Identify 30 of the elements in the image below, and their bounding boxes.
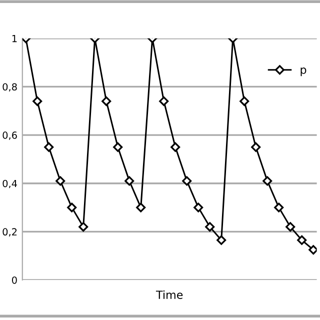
point bbox=[124, 176, 134, 186]
point bbox=[56, 176, 66, 186]
point bbox=[182, 176, 192, 186]
point bbox=[170, 142, 180, 152]
point bbox=[136, 202, 146, 212]
point bbox=[102, 96, 112, 106]
point bbox=[262, 176, 272, 186]
x-axis-title: Time bbox=[156, 290, 183, 300]
point bbox=[251, 142, 261, 152]
point bbox=[274, 202, 284, 212]
y-tick-label: 0 bbox=[12, 276, 17, 284]
point bbox=[205, 222, 215, 232]
point bbox=[67, 202, 77, 212]
point bbox=[308, 245, 317, 255]
y-tick-label: 1 bbox=[12, 35, 17, 42]
point bbox=[32, 96, 42, 106]
legend-label: p bbox=[300, 68, 306, 76]
y-tick-label: 0,4 bbox=[2, 180, 17, 188]
point bbox=[240, 96, 250, 106]
point bbox=[286, 222, 296, 232]
point bbox=[159, 96, 169, 106]
y-tick-label: 0,2 bbox=[2, 228, 17, 237]
y-tick-label: 0,6 bbox=[2, 132, 17, 140]
y-tick-label: 0,8 bbox=[2, 83, 17, 92]
point bbox=[44, 142, 54, 152]
point bbox=[194, 202, 204, 212]
point bbox=[78, 222, 88, 232]
point bbox=[113, 142, 123, 152]
point bbox=[216, 235, 226, 245]
point bbox=[297, 235, 307, 245]
